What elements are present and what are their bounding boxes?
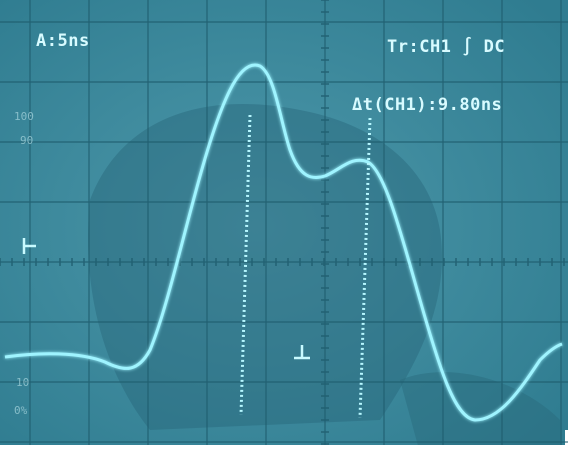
trigger-readout: Tr:CH1 ∫ DC (387, 36, 505, 57)
reflection (88, 104, 442, 430)
edge (0, 445, 568, 453)
graticule-label: 90 (20, 134, 33, 147)
timebase-readout: A:5ns (36, 31, 90, 51)
cursor-readout: Δt(CH1):9.80ns (352, 95, 502, 115)
oscilloscope-screen: A:5ns Tr:CH1 ∫ DC Δt(CH1):9.80ns 100 90 … (0, 0, 568, 453)
graticule-label: 0% (14, 404, 28, 417)
graticule-label: 100 (14, 110, 34, 123)
graticule-label: 10 (16, 376, 29, 389)
page: {"screen": {"timebase": "A:5ns", "trigge… (0, 0, 568, 453)
